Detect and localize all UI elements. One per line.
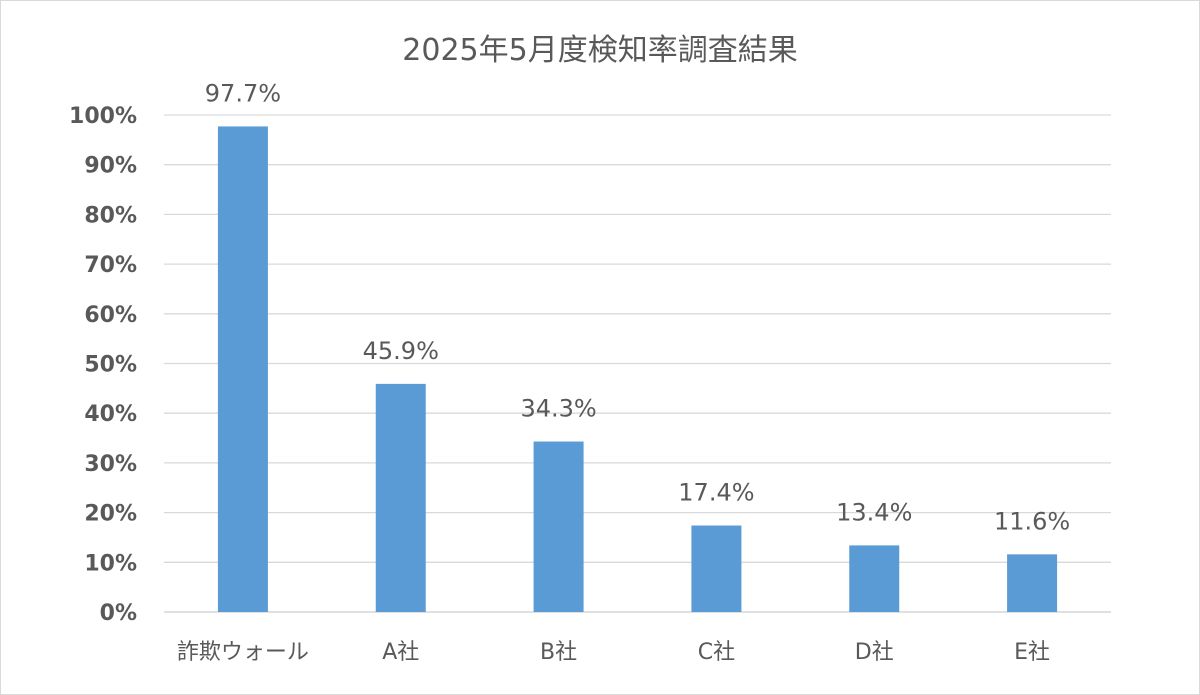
bar (691, 525, 742, 612)
data-label: 97.7% (205, 79, 281, 107)
x-category-label: 詐欺ウォール (177, 640, 309, 665)
bar (849, 545, 900, 612)
data-labels: 97.7% 45.9% 34.3% 17.4% 13.4% 11.6% (205, 79, 1070, 535)
y-tick-label: 80% (84, 203, 137, 228)
chart-title: 2025年5月度検知率調査結果 (402, 33, 797, 68)
x-category-label: A社 (382, 640, 419, 665)
y-tick-label: 60% (84, 303, 137, 328)
x-category-label: C社 (698, 640, 735, 665)
y-tick-label: 0% (100, 601, 137, 626)
x-category-label: B社 (540, 640, 577, 665)
y-tick-label: 70% (84, 253, 137, 278)
x-category-label: D社 (855, 640, 894, 665)
y-tick-label: 20% (84, 502, 137, 527)
bars (217, 126, 1058, 612)
bar (1007, 554, 1058, 612)
data-label: 13.4% (836, 498, 912, 526)
bar (375, 383, 426, 612)
y-tick-label: 90% (84, 154, 137, 179)
y-tick-label: 100% (69, 104, 137, 129)
y-tick-label: 40% (84, 402, 137, 427)
gridlines (164, 114, 1111, 613)
x-axis-category-labels: 詐欺ウォール A社 B社 C社 D社 E社 (177, 640, 1050, 665)
y-tick-label: 10% (84, 551, 137, 576)
data-label: 34.3% (520, 395, 596, 423)
bar (533, 441, 584, 612)
y-axis-tick-labels: 0% 10% 20% 30% 40% 50% 60% 70% 80% 90% 100% (69, 104, 137, 626)
data-label: 11.6% (994, 507, 1070, 535)
y-tick-label: 30% (84, 452, 137, 477)
y-tick-label: 50% (84, 353, 137, 378)
data-label: 45.9% (363, 337, 439, 365)
bar (217, 126, 268, 612)
x-category-label: E社 (1014, 640, 1050, 665)
data-label: 17.4% (678, 479, 754, 507)
